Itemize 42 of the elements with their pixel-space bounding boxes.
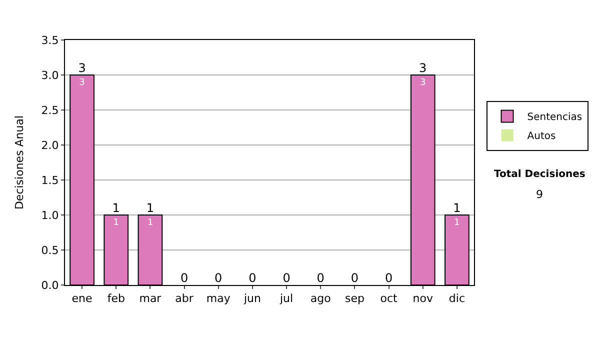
text: 9	[536, 188, 543, 201]
data-label: 3	[420, 78, 426, 88]
text: 0.5	[41, 244, 59, 257]
text: 0.0	[41, 278, 59, 292]
x-tick-label: ene	[72, 292, 93, 306]
x-tick-label: jul	[278, 292, 294, 306]
x-tick-label: dic	[448, 292, 466, 306]
text: 2.5	[41, 104, 59, 117]
x-tick-label: may	[206, 292, 231, 306]
total-label: 3	[419, 61, 427, 75]
x-tick-label: sep	[344, 292, 364, 306]
legend-label: Autos	[527, 131, 556, 142]
x-tick-label: oct	[380, 292, 398, 306]
total-label: 1	[112, 201, 120, 215]
text: 1.0	[41, 208, 59, 222]
data-label: 1	[113, 218, 119, 228]
total-label: 0	[248, 271, 256, 285]
total-label: 3	[78, 61, 86, 75]
x-tick-label: ago	[310, 292, 332, 306]
total-label: 0	[282, 271, 290, 285]
data-label: 1	[147, 218, 154, 228]
y-axis-title: Decisiones Anual	[12, 115, 26, 210]
data-label: 3	[79, 78, 85, 88]
total-label: 0	[350, 271, 359, 285]
total-label: 0	[316, 271, 324, 285]
text: 1.5	[41, 174, 59, 187]
total-label: 0	[180, 271, 188, 285]
x-tick-label: feb	[107, 292, 125, 306]
text: 2.0	[41, 138, 59, 152]
text: Total Decisiones	[494, 169, 586, 180]
total-label: 0	[384, 271, 393, 285]
total-label: 1	[453, 201, 461, 215]
data-label: 1	[454, 218, 460, 228]
x-tick-label: mar	[139, 292, 162, 306]
total-label: 0	[214, 271, 222, 285]
x-tick-label: nov	[412, 292, 434, 306]
total-label: 1	[146, 201, 154, 215]
legend-label: Sentencias	[527, 112, 582, 124]
text: 3.0	[41, 68, 59, 82]
x-tick-label: abr	[175, 292, 194, 306]
x-tick-label: jun	[242, 292, 261, 306]
text: 3.5	[41, 34, 59, 47]
